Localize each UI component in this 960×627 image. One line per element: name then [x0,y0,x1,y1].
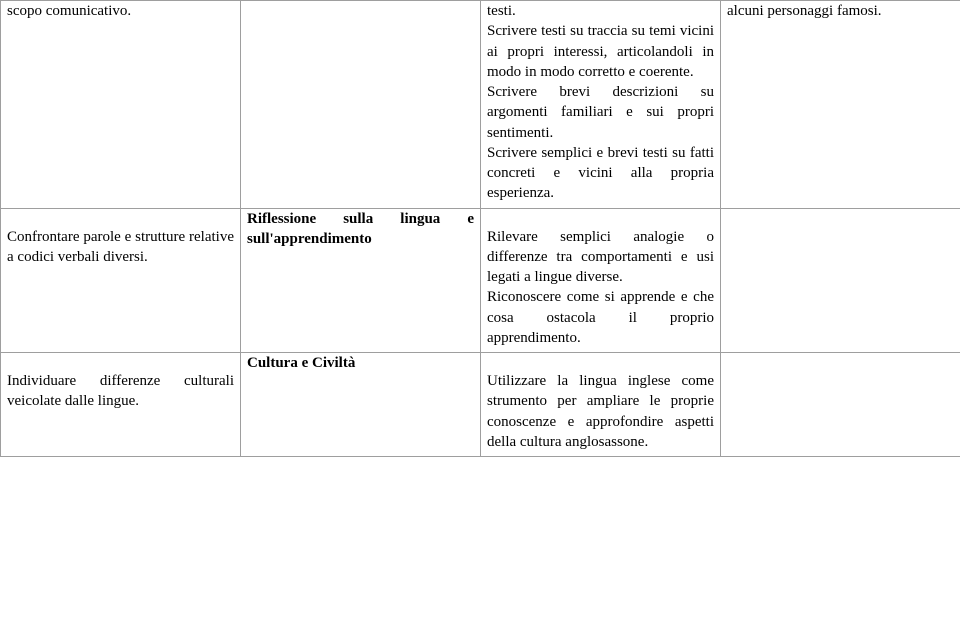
cell-r1c3: testi. Scrivere testi su traccia su temi… [481,1,721,209]
text: alcuni personaggi famosi. [727,3,882,19]
text: scopo comunicativo. [7,3,131,19]
table-row: Individuare differenze culturali veicola… [1,353,960,457]
text: testi. [487,3,516,19]
text: Scrivere brevi descrizioni su argomenti … [487,84,714,141]
cell-r2c1: Confrontare parole e strutture relative … [1,208,241,353]
heading: Riflessione sulla lingua e sull'apprendi… [247,211,474,247]
text: Scrivere testi su traccia su temi vicini… [487,23,714,80]
cell-r2c3: Rilevare semplici analogie o differenze … [481,208,721,353]
table-row: Confrontare parole e strutture relative … [1,208,960,353]
text: Scrivere semplici e brevi testi su fatti… [487,145,714,202]
text: Rilevare semplici analogie o differenze … [487,229,714,286]
text: Individuare differenze culturali veicola… [7,373,234,409]
text: Riconoscere come si apprende e che cosa … [487,289,714,346]
cell-r3c4 [721,353,960,457]
cell-r3c1: Individuare differenze culturali veicola… [1,353,241,457]
cell-r3c3: Utilizzare la lingua inglese come strume… [481,353,721,457]
heading: Cultura e Civiltà [247,355,355,371]
cell-r3c2: Cultura e Civiltà [241,353,481,457]
cell-r1c4: alcuni personaggi famosi. [721,1,960,209]
cell-r2c2: Riflessione sulla lingua e sull'apprendi… [241,208,481,353]
table-row: scopo comunicativo. testi. Scrivere test… [1,1,960,209]
document-table: scopo comunicativo. testi. Scrivere test… [0,0,960,457]
text: Utilizzare la lingua inglese come strume… [487,373,714,450]
text: Confrontare parole e strutture relative … [7,229,234,265]
cell-r1c2 [241,1,481,209]
cell-r2c4 [721,208,960,353]
cell-r1c1: scopo comunicativo. [1,1,241,209]
